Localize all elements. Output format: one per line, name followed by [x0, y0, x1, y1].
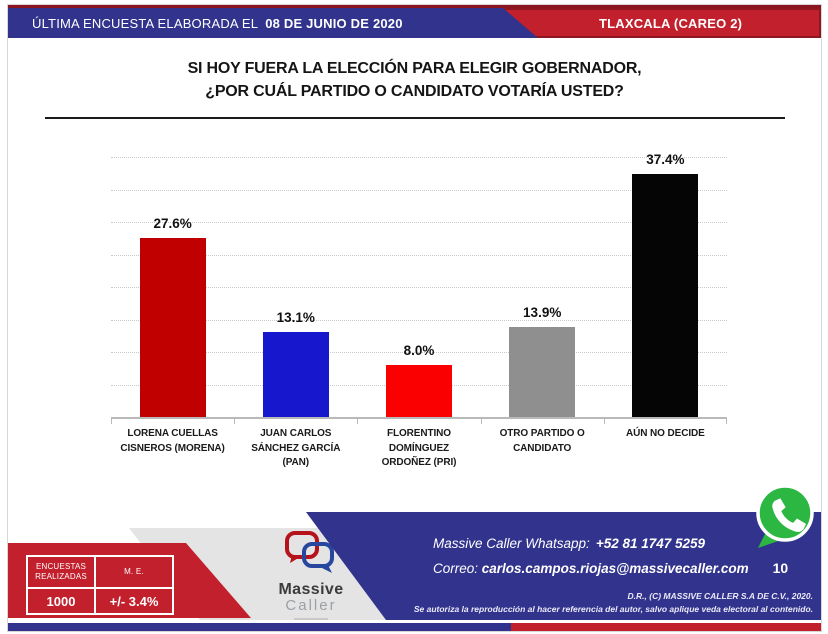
axis-tick [726, 417, 727, 424]
contact-block: Massive Caller Whatsapp: +52 81 1747 5259… [433, 532, 788, 580]
correo-email: carlos.campos.riojas@massivecaller.com [481, 560, 749, 576]
bar-value-label: 37.4% [646, 151, 685, 167]
category-labels: LORENA CUELLAS CISNEROS (MORENA) JUAN CAR… [111, 427, 727, 471]
legal-line-2: Se autoriza la reproducción al hacer ref… [413, 604, 813, 615]
axis-tick [111, 417, 112, 424]
stats-col2-header: M. E. [95, 556, 173, 588]
bottom-strip [8, 623, 821, 631]
survey-date: 08 DE JUNIO DE 2020 [265, 15, 403, 31]
category-label: LORENA CUELLAS CISNEROS (MORENA) [120, 428, 225, 454]
category-label: AÚN NO DECIDE [625, 428, 705, 439]
footer-contact-band: Massive Caller Whatsapp: +52 81 1747 5259… [306, 512, 821, 620]
logo-word-caller: Caller [285, 597, 337, 614]
logo-word-massive: Massive [278, 581, 344, 598]
logo-tagline-rule [294, 617, 328, 620]
stats-table: ENCUESTAS REALIZADAS M. E. 1000 +/- 3.4% [26, 555, 174, 615]
top-accent-line [8, 5, 821, 8]
axis-tick [480, 417, 482, 424]
header-left-banner [8, 8, 538, 38]
gridline [111, 352, 727, 353]
massive-caller-logo: Massive Caller [266, 531, 356, 620]
legal-text: D.R., (C) MASSIVE CALLER S.A DE C.V., 20… [414, 590, 813, 616]
gridline [111, 157, 727, 158]
bar-value-label: 13.9% [523, 304, 562, 320]
bar [386, 365, 452, 417]
gridline [111, 254, 727, 256]
contact-email-line: Correo: carlos.campos.riojas@massivecall… [433, 556, 788, 581]
legal-line-1: D.R., (C) MASSIVE CALLER S.A DE C.V., 20… [627, 591, 813, 601]
bar-value-label: 13.1% [276, 309, 315, 325]
plot-area: 27.6% 13.1% 8.0% 13.9% 37.4% [111, 152, 727, 424]
bar [509, 326, 576, 417]
page-number: 10 [772, 559, 789, 576]
bar [262, 331, 329, 417]
axis-tick [234, 417, 236, 424]
contact-whatsapp-line: Massive Caller Whatsapp: +52 81 1747 5259 [433, 532, 788, 556]
stats-col1-header: ENCUESTAS REALIZADAS [27, 556, 95, 588]
category-label: JUAN CARLOS SÁNCHEZ GARCÍA (PAN) [251, 428, 341, 468]
axis-tick [603, 417, 605, 424]
region-label: TLAXCALA (CAREO 2) [598, 15, 743, 31]
survey-date-line: ÚLTIMA ENCUESTA ELABORADA EL 08 DE JUNIO… [32, 8, 403, 38]
gridline [111, 189, 727, 191]
bar [632, 173, 699, 417]
title-line-2: ¿POR CUÁL PARTIDO O CANDIDATO VOTARÍA US… [205, 83, 624, 101]
bar-value-label: 27.6% [153, 215, 192, 231]
bar [139, 237, 206, 417]
gridline [111, 222, 727, 223]
whatsapp-number: +52 81 1747 5259 [595, 536, 706, 551]
page-title: SI HOY FUERA LA ELECCIÓN PARA ELEGIR GOB… [8, 57, 821, 103]
survey-date-prefix: ÚLTIMA ENCUESTA ELABORADA EL [32, 15, 259, 31]
title-divider [45, 117, 785, 119]
category-label: FLORENTINO DOMÍNGUEZ ORDOÑEZ (PRI) [381, 428, 457, 468]
correo-label: Correo: [433, 560, 479, 576]
stats-margin-error: +/- 3.4% [95, 588, 173, 614]
bar-value-label: 8.0% [403, 343, 435, 358]
page-frame: ÚLTIMA ENCUESTA ELABORADA EL 08 DE JUNIO… [7, 4, 822, 632]
axis-tick [357, 417, 359, 424]
stats-sample-size: 1000 [27, 588, 95, 614]
title-line-1: SI HOY FUERA LA ELECCIÓN PARA ELEGIR GOB… [187, 60, 642, 77]
chat-bubbles-icon [285, 531, 334, 573]
gridline [111, 319, 727, 321]
category-label: OTRO PARTIDO O CANDIDATO [499, 428, 585, 454]
header-bar: ÚLTIMA ENCUESTA ELABORADA EL 08 DE JUNIO… [8, 8, 821, 38]
gridline [111, 287, 727, 288]
whatsapp-label: Massive Caller Whatsapp: [433, 536, 590, 551]
whatsapp-icon [756, 484, 814, 548]
